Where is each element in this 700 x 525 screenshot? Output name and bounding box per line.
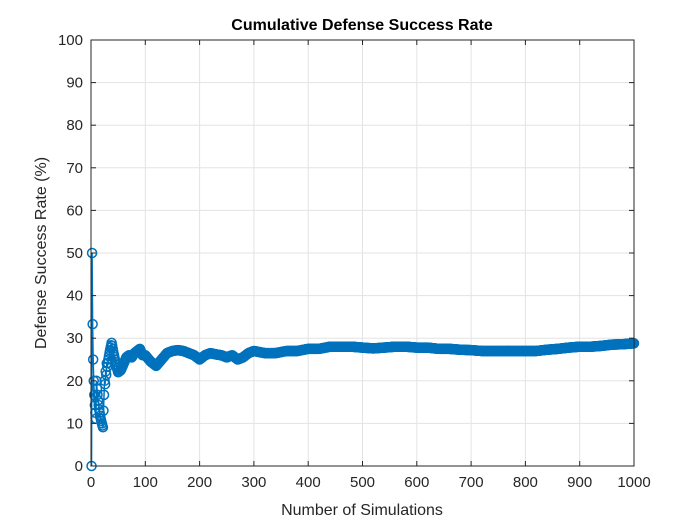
y-tick-label: 100 <box>58 32 83 49</box>
data-point <box>92 389 103 401</box>
series-markers <box>86 247 640 472</box>
y-tick-label: 60 <box>66 202 83 219</box>
y-axis-label: Defense Success Rate (%) <box>33 157 50 349</box>
x-tick-label: 0 <box>87 474 95 491</box>
x-tick-label: 200 <box>187 474 212 491</box>
x-tick-label: 900 <box>567 474 592 491</box>
chart-title: Cumulative Defense Success Rate <box>231 17 493 34</box>
data-point <box>86 247 98 259</box>
series-layer <box>86 247 640 472</box>
y-tick-label: 30 <box>66 330 83 347</box>
y-tick-label: 70 <box>66 160 83 177</box>
x-tick-label: 300 <box>241 474 266 491</box>
data-point <box>100 369 112 381</box>
data-point <box>87 318 98 330</box>
x-tick-label: 800 <box>513 474 538 491</box>
y-tick-label: 90 <box>66 75 83 92</box>
x-tick-label: 1000 <box>617 474 650 491</box>
data-point <box>98 405 109 416</box>
y-tick-label: 40 <box>66 288 83 305</box>
x-tick-label: 400 <box>296 474 321 491</box>
data-point <box>97 421 109 433</box>
data-point <box>98 389 110 401</box>
y-tick-label: 10 <box>66 415 83 432</box>
grid <box>90 39 635 467</box>
x-tick-label: 500 <box>350 474 375 491</box>
data-point <box>87 354 99 365</box>
x-axis: 0 100 200 300 400 500 600 700 800 900 1000 <box>87 40 651 491</box>
y-tick-label: 80 <box>66 117 83 134</box>
y-tick-label: 20 <box>66 373 83 390</box>
y-tick-label: 50 <box>66 245 83 262</box>
data-point <box>91 383 103 394</box>
x-axis-label: Number of Simulations <box>281 502 443 519</box>
x-tick-label: 600 <box>404 474 429 491</box>
x-tick-label: 700 <box>459 474 484 491</box>
y-axis: 0 10 20 30 40 50 60 70 80 90 100 <box>58 32 634 475</box>
x-tick-label: 100 <box>133 474 158 491</box>
y-tick-label: 0 <box>75 458 83 475</box>
